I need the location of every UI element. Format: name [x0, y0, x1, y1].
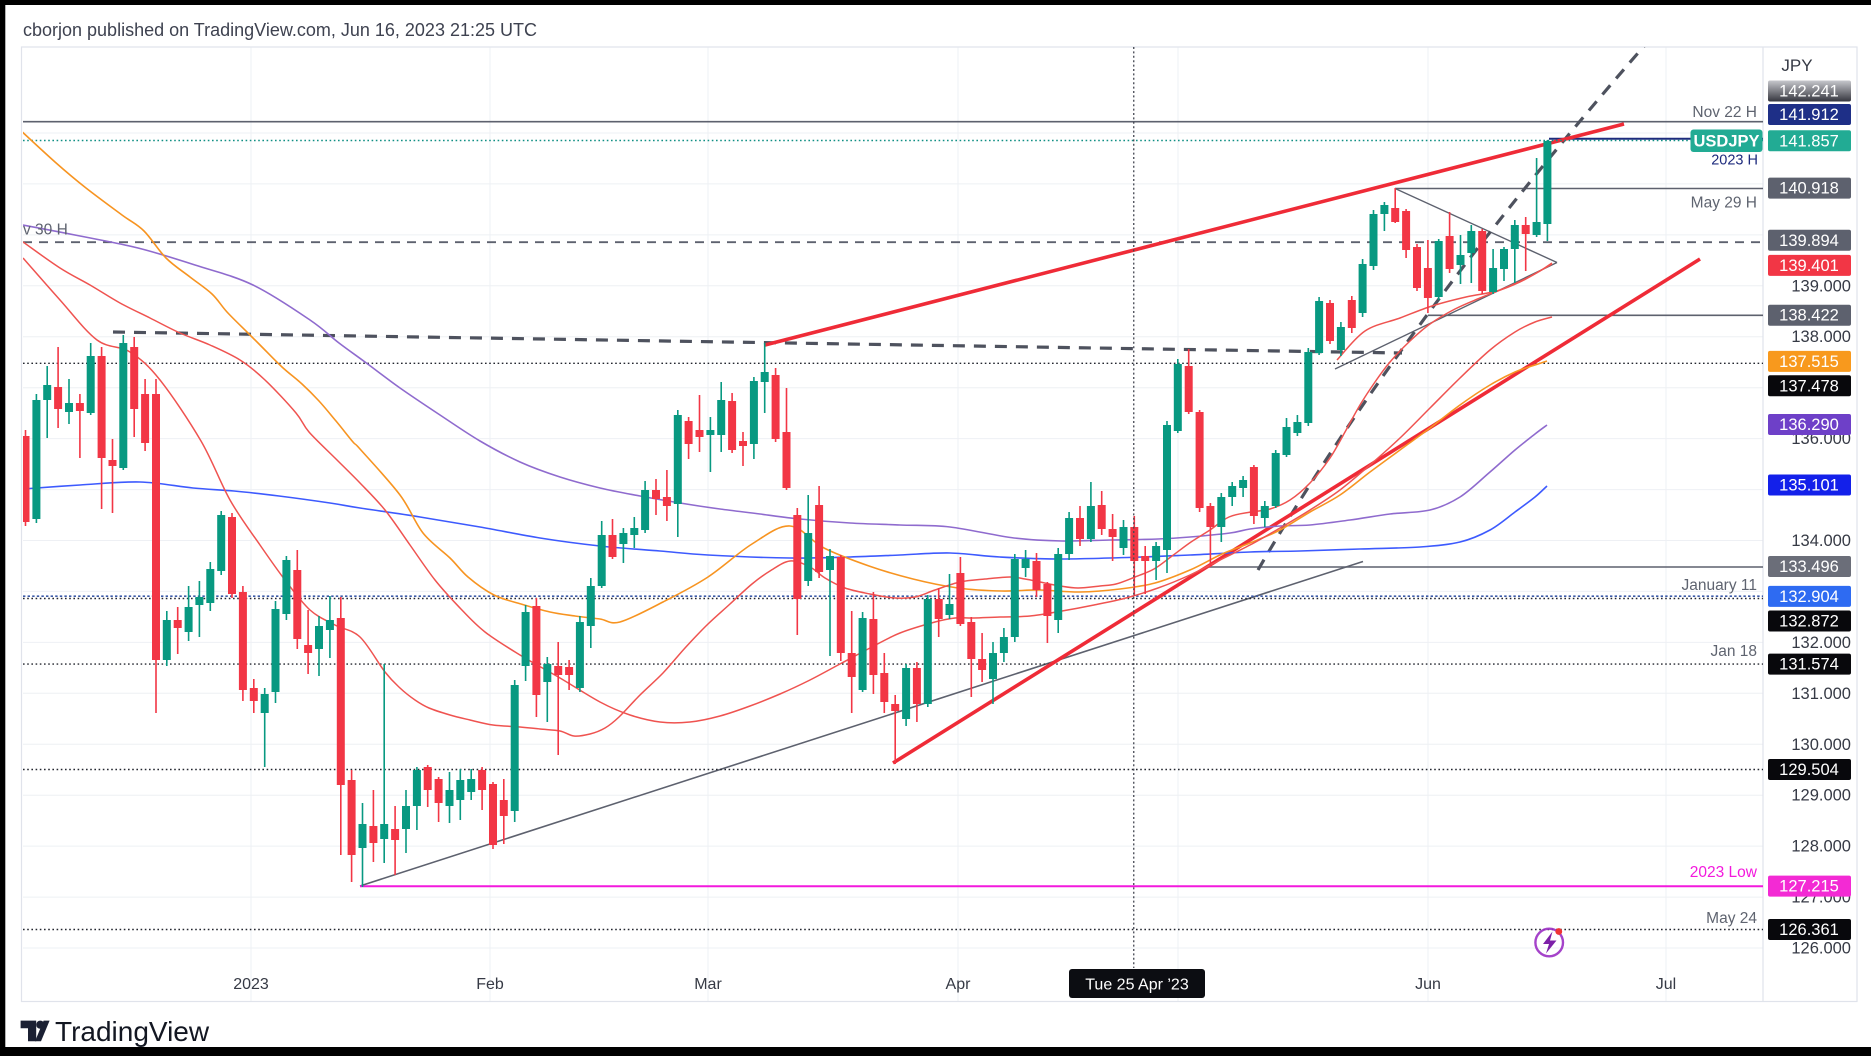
svg-text:139.000: 139.000 — [1791, 277, 1851, 295]
svg-text:131.574: 131.574 — [1779, 656, 1839, 674]
svg-text:Nov 22 H: Nov 22 H — [1692, 104, 1757, 121]
svg-text:141.912: 141.912 — [1779, 106, 1839, 124]
svg-text:Jan 18: Jan 18 — [1710, 643, 1757, 660]
svg-text:137.515: 137.515 — [1779, 353, 1839, 371]
svg-text:131.000: 131.000 — [1791, 685, 1851, 703]
svg-text:132.000: 132.000 — [1791, 634, 1851, 652]
svg-text:May 24: May 24 — [1706, 910, 1757, 927]
svg-text:v 30 H: v 30 H — [23, 222, 68, 239]
svg-text:May 29 H: May 29 H — [1691, 195, 1757, 212]
svg-text:Jul: Jul — [1656, 976, 1676, 993]
svg-text:2023: 2023 — [233, 976, 269, 993]
svg-text:cborjon published on TradingVi: cborjon published on TradingView.com, Ju… — [23, 20, 537, 40]
svg-text:127.215: 127.215 — [1779, 878, 1839, 896]
svg-text:140.918: 140.918 — [1779, 180, 1839, 198]
svg-text:132.872: 132.872 — [1779, 613, 1839, 631]
svg-text:Apr: Apr — [946, 976, 972, 993]
svg-text:Feb: Feb — [476, 976, 504, 993]
svg-text:January 11: January 11 — [1681, 577, 1757, 594]
svg-text:Mar: Mar — [694, 976, 722, 993]
svg-text:Tue 25 Apr ’23: Tue 25 Apr ’23 — [1085, 977, 1189, 994]
svg-text:129.504: 129.504 — [1779, 761, 1839, 779]
svg-text:126.361: 126.361 — [1779, 921, 1839, 939]
svg-text:135.101: 135.101 — [1779, 477, 1839, 495]
svg-text:128.000: 128.000 — [1791, 838, 1851, 856]
svg-text:2023 H: 2023 H — [1711, 153, 1758, 169]
svg-text:TradingView: TradingView — [55, 1016, 210, 1047]
svg-text:134.000: 134.000 — [1791, 532, 1851, 550]
svg-text:132.904: 132.904 — [1779, 588, 1839, 606]
svg-text:Jun: Jun — [1415, 976, 1441, 993]
svg-text:129.000: 129.000 — [1791, 787, 1851, 805]
svg-text:141.857: 141.857 — [1779, 132, 1839, 150]
svg-text:126.000: 126.000 — [1791, 940, 1851, 958]
svg-text:133.496: 133.496 — [1779, 558, 1839, 576]
svg-text:JPY: JPY — [1781, 56, 1812, 75]
svg-text:139.401: 139.401 — [1779, 257, 1839, 275]
svg-text:USDJPY: USDJPY — [1693, 133, 1759, 151]
svg-text:130.000: 130.000 — [1791, 736, 1851, 754]
svg-text:136.290: 136.290 — [1779, 416, 1839, 434]
svg-text:2023 Low: 2023 Low — [1690, 864, 1758, 881]
svg-text:142.241: 142.241 — [1779, 83, 1839, 101]
svg-text:138.422: 138.422 — [1779, 307, 1839, 325]
svg-text:139.894: 139.894 — [1779, 232, 1839, 250]
svg-text:138.000: 138.000 — [1791, 328, 1851, 346]
svg-text:137.478: 137.478 — [1779, 377, 1839, 395]
